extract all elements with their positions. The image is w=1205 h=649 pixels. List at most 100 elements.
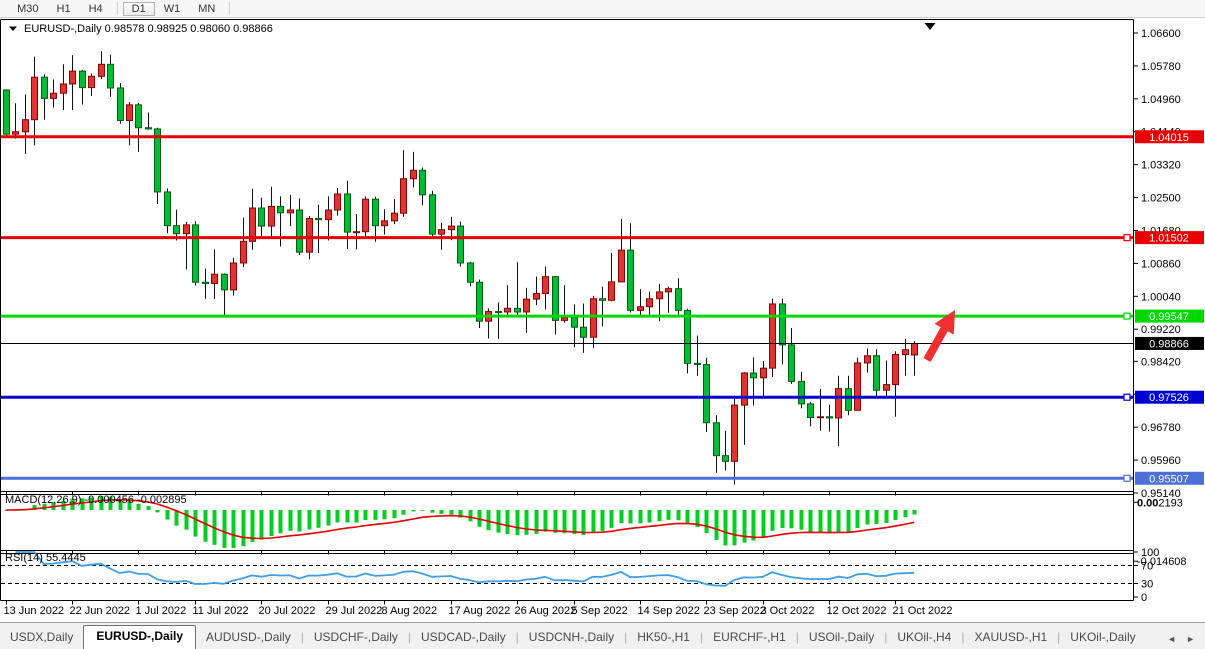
candle-body <box>504 307 511 313</box>
candle <box>807 401 814 427</box>
macd-histogram-bar <box>515 509 520 536</box>
trend-arrow-annotation[interactable] <box>923 310 956 362</box>
candle-body <box>344 193 351 233</box>
candle <box>504 285 511 316</box>
tab-scroll-right-icon[interactable]: ► <box>1186 634 1195 644</box>
candle <box>788 328 795 384</box>
macd-histogram-bar <box>714 509 719 540</box>
candle-body <box>325 209 332 221</box>
macd-histogram-bar <box>695 509 700 527</box>
tab-separator: | <box>624 630 628 644</box>
timeframe-button-h4[interactable]: H4 <box>88 2 103 15</box>
timeframe-button-w1[interactable]: W1 <box>163 2 181 15</box>
macd-histogram-bar <box>307 509 312 530</box>
price-tick-label: 1.06600 <box>1141 28 1181 40</box>
chart-area[interactable]: 1.066001.057801.049601.041401.033201.025… <box>0 0 1205 622</box>
macd-histogram-bar <box>751 509 756 541</box>
macd-histogram-bar <box>619 509 624 524</box>
chart-tab-usdx-daily[interactable]: USDX,Daily <box>10 630 74 644</box>
timeframe-button-h1[interactable]: H1 <box>56 2 71 15</box>
toolbar-separator <box>229 2 231 15</box>
timeframe-button-m30[interactable]: M30 <box>17 2 39 15</box>
chart-tab-xauusd-h1[interactable]: XAUUSD-,H1 <box>974 630 1048 644</box>
macd-histogram-bar <box>326 509 331 526</box>
chart-tab-usoil-daily[interactable]: USOil-,Daily <box>808 630 875 644</box>
tab-scroll-controls: ◄ ► <box>1157 634 1205 649</box>
macd-histogram-bar <box>808 509 813 532</box>
candle-body <box>741 372 748 406</box>
price-tick-label: 1.04960 <box>1141 94 1181 106</box>
time-axis-label: 29 Jul 2022 <box>326 605 383 617</box>
candle <box>268 186 275 238</box>
price-tick-label: 1.05780 <box>1141 61 1181 73</box>
candle <box>883 360 890 396</box>
chart-tab-hk50-h1[interactable]: HK50-,H1 <box>637 630 690 644</box>
line-handle[interactable] <box>1123 234 1131 242</box>
timeframe-toolbar: 5M30H1H4D1W1MN <box>0 0 1205 18</box>
candle <box>845 375 852 416</box>
macd-histogram-bar <box>600 509 605 531</box>
candle <box>69 55 76 111</box>
candle-body <box>88 75 95 89</box>
timeframe-button-mn[interactable]: MN <box>198 2 216 15</box>
macd-histogram-bar <box>203 509 208 542</box>
candle-body <box>249 207 256 242</box>
macd-histogram-bar <box>146 506 151 510</box>
macd-histogram-bar <box>363 509 368 521</box>
price-tick-label: 0.95960 <box>1141 455 1181 467</box>
candle-body <box>713 422 720 457</box>
price-tick-label: 0.98420 <box>1141 356 1181 368</box>
candle-body <box>69 70 76 85</box>
chart-shift-marker-icon[interactable] <box>924 23 936 30</box>
candle <box>202 268 209 299</box>
candle <box>769 298 776 377</box>
candle <box>864 348 871 373</box>
candle <box>410 151 417 188</box>
chart-tab-usdchf-daily[interactable]: USDCHF-,Daily <box>313 630 398 644</box>
candle <box>249 188 256 250</box>
time-axis-label: 5 Sep 2022 <box>572 605 628 617</box>
candle <box>240 217 247 268</box>
line-handle[interactable] <box>1123 312 1131 320</box>
chart-tab-ukoil-h4[interactable]: UKOil-,H4 <box>897 630 952 644</box>
macd-histogram-bar <box>392 509 397 519</box>
candle-body <box>703 364 710 424</box>
candle <box>684 308 691 374</box>
time-axis-label: 8 Aug 2022 <box>382 605 438 617</box>
candle <box>552 276 559 335</box>
chart-plot-area[interactable] <box>1 20 1133 600</box>
candle-body <box>769 303 776 369</box>
candle-body <box>240 240 247 264</box>
timeframe-button-d1[interactable]: D1 <box>122 1 155 16</box>
candle <box>12 103 19 139</box>
candle-body <box>722 455 729 462</box>
candle <box>31 56 38 146</box>
chart-tab-eurchf-h1[interactable]: EURCHF-,H1 <box>713 630 786 644</box>
candle-body <box>684 309 691 364</box>
macd-histogram-bar <box>628 509 633 524</box>
chart-tab-usdcad-daily[interactable]: USDCAD-,Daily <box>420 630 506 644</box>
line-handle[interactable] <box>1123 474 1131 482</box>
macd-histogram-bar <box>505 509 510 535</box>
tab-separator: | <box>961 630 965 644</box>
chart-tab-usdcnh-daily[interactable]: USDCNH-,Daily <box>528 630 615 644</box>
time-axis-label: 17 Aug 2022 <box>449 605 511 617</box>
macd-histogram-bar <box>468 509 473 522</box>
tab-scroll-left-icon[interactable]: ◄ <box>1167 634 1177 644</box>
candle-body <box>760 367 767 379</box>
line-handle[interactable] <box>1123 393 1131 401</box>
time-axis[interactable] <box>0 601 1133 622</box>
macd-histogram-bar <box>553 509 558 533</box>
macd-histogram-bar <box>354 509 359 523</box>
chart-tab-audusd-daily[interactable]: AUDUSD-,Daily <box>206 630 291 644</box>
chart-dropdown-icon[interactable] <box>9 26 17 32</box>
candle-body <box>845 388 852 411</box>
macd-histogram-bar <box>562 509 567 534</box>
chart-tab-ukoil-daily[interactable]: UKOil-,Daily <box>1070 630 1136 644</box>
candle <box>50 79 57 108</box>
candle <box>675 278 682 317</box>
candle <box>325 196 332 241</box>
candle <box>381 209 388 235</box>
candle-body <box>362 198 369 233</box>
chart-tab-eurusd-daily[interactable]: EURUSD-,Daily <box>83 625 197 649</box>
